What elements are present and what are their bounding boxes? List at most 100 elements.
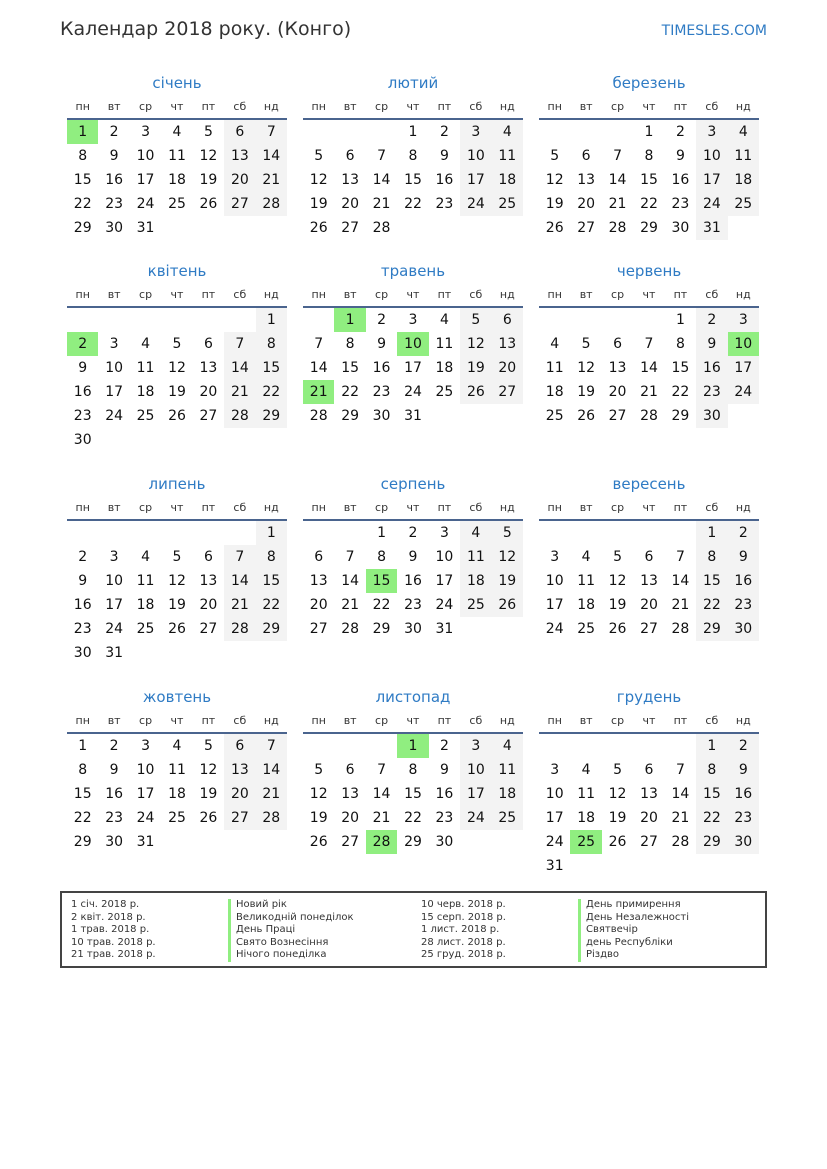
day: 31: [136, 220, 155, 236]
legend-date: 28 лист. 2018 р.: [421, 936, 506, 948]
weekday-label: нд: [263, 501, 279, 514]
day: 16: [727, 782, 759, 806]
weekday-label: чт: [406, 288, 420, 301]
day: 1: [78, 738, 88, 754]
weekday-label: вт: [343, 501, 357, 514]
day: 3: [460, 734, 492, 758]
empty-cell: [633, 734, 664, 758]
day: 13: [640, 786, 658, 802]
day: 17: [727, 356, 759, 380]
empty-cell: [193, 308, 224, 332]
weekday-label: вт: [343, 100, 357, 113]
month-8: серпень пн вт ср чт пт сб нд 1 2 3 4 5 6 7 8 9 10 11 12 13 14…: [303, 471, 523, 641]
day: 22: [73, 196, 92, 212]
day: 16: [404, 573, 422, 589]
day: 16: [73, 384, 92, 400]
day: 15: [255, 569, 287, 593]
day: 24: [435, 597, 454, 613]
weekday-label: ср: [375, 501, 389, 514]
day: 2: [675, 124, 685, 140]
day: 26: [608, 621, 627, 637]
day: 20: [577, 196, 596, 212]
weekday-label: ср: [611, 501, 625, 514]
day: 11: [168, 762, 186, 778]
day: 12: [168, 360, 186, 376]
weekday-label: пт: [673, 714, 688, 727]
day: 28: [309, 408, 328, 424]
day: 21: [671, 597, 690, 613]
day: 16: [727, 569, 759, 593]
weekday-label: пн: [547, 714, 562, 727]
legend-date: 1 січ. 2018 р.: [71, 899, 140, 910]
day: 22: [341, 384, 360, 400]
empty-cell: [665, 521, 696, 545]
day: 19: [199, 786, 218, 802]
day: 27: [640, 621, 658, 637]
month-4: квітень пн вт ср чт пт сб нд 1 2 3 4 5 6 7 8 9 10 11 12 13 14…: [67, 258, 287, 452]
day: 6: [644, 762, 654, 778]
empty-cell: [602, 734, 633, 758]
legend-names-1: Новий рік Великодній понеділок День Праці С…: [228, 899, 354, 962]
day: 23: [73, 408, 92, 424]
day: 23: [696, 380, 728, 404]
day: 2: [439, 124, 449, 140]
holiday-day: 21: [303, 380, 335, 404]
day: 15: [671, 360, 690, 376]
day: 25: [435, 384, 454, 400]
day: 27: [224, 192, 256, 216]
weekday-label: ср: [139, 288, 153, 301]
day: 14: [671, 786, 690, 802]
day-grid: 1 2 3 4 5 6 7 8 9 10 11 12 13 14 15 16 17 18 19 20 21 22 23 24 2…: [303, 734, 523, 854]
legend-dates-1: 1 січ. 2018 р. 2 квіт. 2018 р. 1 трав. 201…: [71, 899, 156, 962]
day: 25: [136, 408, 155, 424]
weekday-label: ср: [375, 288, 389, 301]
day: 28: [372, 220, 391, 236]
day: 13: [341, 786, 360, 802]
day: 22: [404, 810, 422, 826]
day: 3: [460, 120, 492, 144]
day: 29: [696, 830, 728, 854]
day: 21: [372, 196, 391, 212]
day: 27: [199, 408, 218, 424]
day: 26: [168, 621, 186, 637]
day: 12: [199, 762, 218, 778]
empty-cell: [98, 521, 129, 545]
day: 11: [136, 573, 155, 589]
month-name: травень: [380, 262, 446, 280]
empty-cell: [602, 120, 633, 144]
day: 30: [105, 834, 124, 850]
day: 2: [439, 738, 449, 754]
day: 28: [671, 834, 690, 850]
empty-cell: [539, 521, 570, 545]
day: 8: [644, 148, 654, 164]
day: 4: [727, 120, 759, 144]
day: 31: [545, 858, 564, 874]
empty-cell: [602, 521, 633, 545]
empty-cell: [570, 308, 601, 332]
weekday-label: сб: [705, 501, 719, 514]
day: 4: [439, 312, 449, 328]
day: 7: [224, 545, 256, 569]
day: 1: [675, 312, 685, 328]
legend-holiday-name: День Праці: [228, 924, 354, 937]
day: 8: [377, 549, 387, 565]
site-link[interactable]: TIMESLES.COM: [661, 23, 767, 39]
day: 29: [696, 617, 728, 641]
empty-cell: [334, 734, 365, 758]
weekday-label: чт: [642, 501, 656, 514]
day: 30: [73, 645, 92, 661]
day: 24: [545, 834, 564, 850]
weekday-label: сб: [705, 100, 719, 113]
day: 12: [309, 786, 328, 802]
day: 17: [460, 782, 492, 806]
day: 12: [309, 172, 328, 188]
day: 5: [550, 148, 560, 164]
day: 1: [377, 525, 387, 541]
weekday-label: вт: [343, 714, 357, 727]
weekday-label: вт: [107, 714, 121, 727]
month-name: червень: [616, 262, 682, 280]
legend-names-2: День примирення День Незалежності Святвечі…: [578, 899, 689, 962]
day-grid: 1 2 3 4 5 6 7 8 9 10 11 12 13 14 15 16 17 18 19 20 21 22 23 24 2…: [539, 120, 759, 240]
day: 31: [696, 216, 728, 240]
day: 6: [224, 120, 256, 144]
